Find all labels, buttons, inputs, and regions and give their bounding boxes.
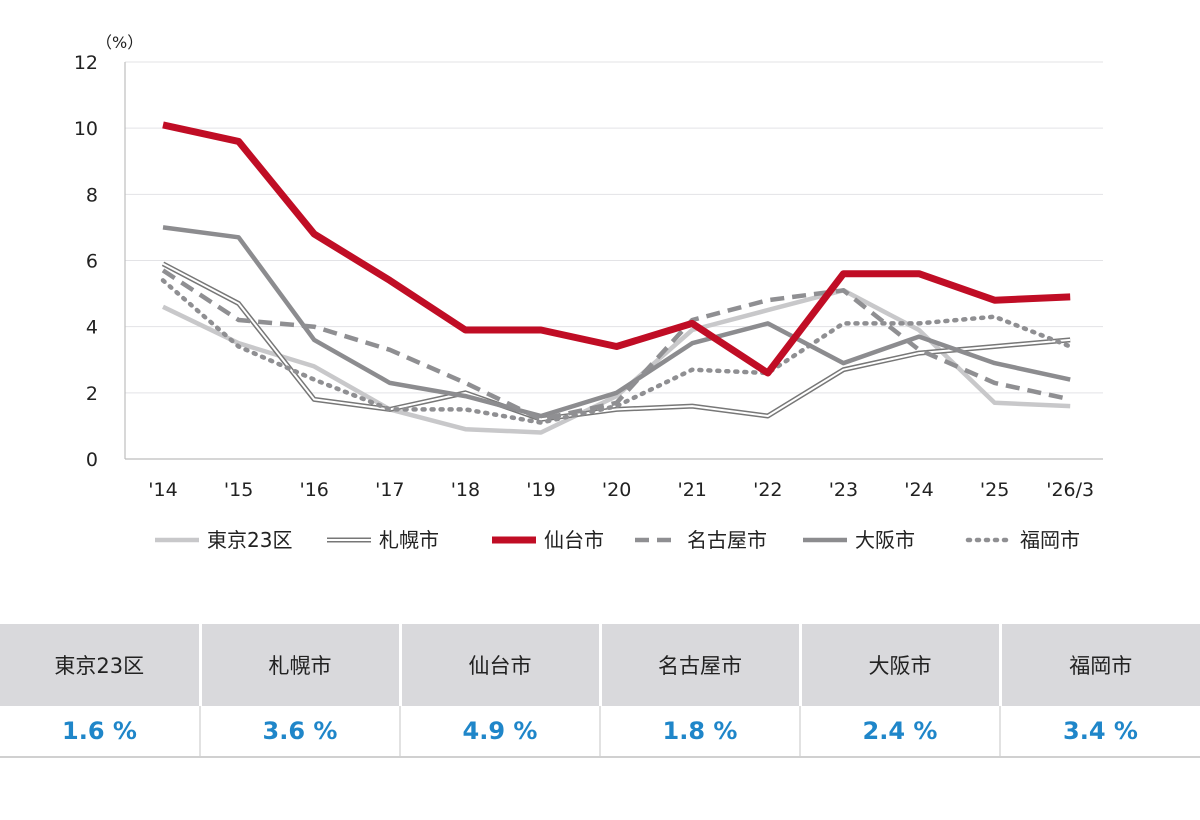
legend-label: 名古屋市 (687, 528, 767, 552)
x-tick-label: '20 (602, 479, 631, 501)
y-tick-label: 12 (74, 52, 98, 74)
y-tick-label: 2 (86, 383, 98, 405)
x-tick-label: '18 (451, 479, 480, 501)
summary-header-cell: 福岡市 (998, 624, 1200, 706)
line-chart-svg: （%） 0 2 4 6 8 10 12 '14 '15 '16 '17 '18 '19 '20 '21 '22… (74, 33, 1103, 552)
legend-label: 札幌市 (379, 528, 439, 552)
summary-value-cell: 4.9 % (399, 706, 600, 758)
summary-table: 東京23区 札幌市 仙台市 名古屋市 大阪市 福岡市 1.6 % 3.6 % 4… (0, 624, 1200, 758)
summary-header-cell: 札幌市 (198, 624, 400, 706)
x-tick-label: '14 (148, 479, 177, 501)
x-tick-label: '15 (224, 479, 253, 501)
summary-value-cell: 2.4 % (799, 706, 1000, 758)
x-tick-label: '25 (980, 479, 1009, 501)
summary-value-cell: 1.6 % (0, 706, 200, 758)
series-line (162, 288, 1071, 435)
legend-label: 大阪市 (855, 528, 915, 552)
summary-header-row: 東京23区 札幌市 仙台市 名古屋市 大阪市 福岡市 (0, 624, 1200, 706)
y-tick-label: 0 (86, 449, 98, 471)
summary-value-cell: 3.4 % (999, 706, 1200, 758)
x-tick-label: '16 (299, 479, 328, 501)
x-tick-label: '26/3 (1046, 479, 1094, 501)
series-line-inner (162, 262, 1071, 421)
y-tick-label: 4 (86, 317, 98, 339)
legend-label: 仙台市 (544, 528, 604, 552)
summary-value-cell: 1.8 % (599, 706, 800, 758)
y-tick-label: 10 (74, 118, 98, 140)
vacancy-rate-chart: （%） 0 2 4 6 8 10 12 '14 '15 '16 '17 '18 '19 '20 '21 '22… (74, 33, 1103, 552)
y-tick-label: 8 (86, 184, 98, 206)
legend-label: 福岡市 (1020, 528, 1080, 552)
x-tick-label: '22 (753, 479, 782, 501)
y-tick-label: 6 (86, 251, 98, 273)
x-tick-label: '23 (829, 479, 858, 501)
summary-header-cell: 仙台市 (398, 624, 600, 706)
series-line (160, 278, 1073, 425)
summary-header-cell: 東京23区 (0, 624, 200, 706)
y-axis-unit-label: （%） (96, 33, 143, 52)
series-line (162, 121, 1071, 377)
series-line (162, 225, 1071, 419)
summary-header-cell: 名古屋市 (598, 624, 800, 706)
x-tick-label: '24 (904, 479, 933, 501)
summary-value-cell: 3.6 % (199, 706, 400, 758)
legend-label: 東京23区 (207, 528, 292, 552)
summary-value-row: 1.6 % 3.6 % 4.9 % 1.8 % 2.4 % 3.4 % (0, 706, 1200, 758)
x-tick-label: '19 (526, 479, 555, 501)
summary-header-cell: 大阪市 (798, 624, 1000, 706)
x-tick-label: '17 (375, 479, 404, 501)
series-line (161, 268, 1071, 422)
x-tick-label: '21 (677, 479, 706, 501)
